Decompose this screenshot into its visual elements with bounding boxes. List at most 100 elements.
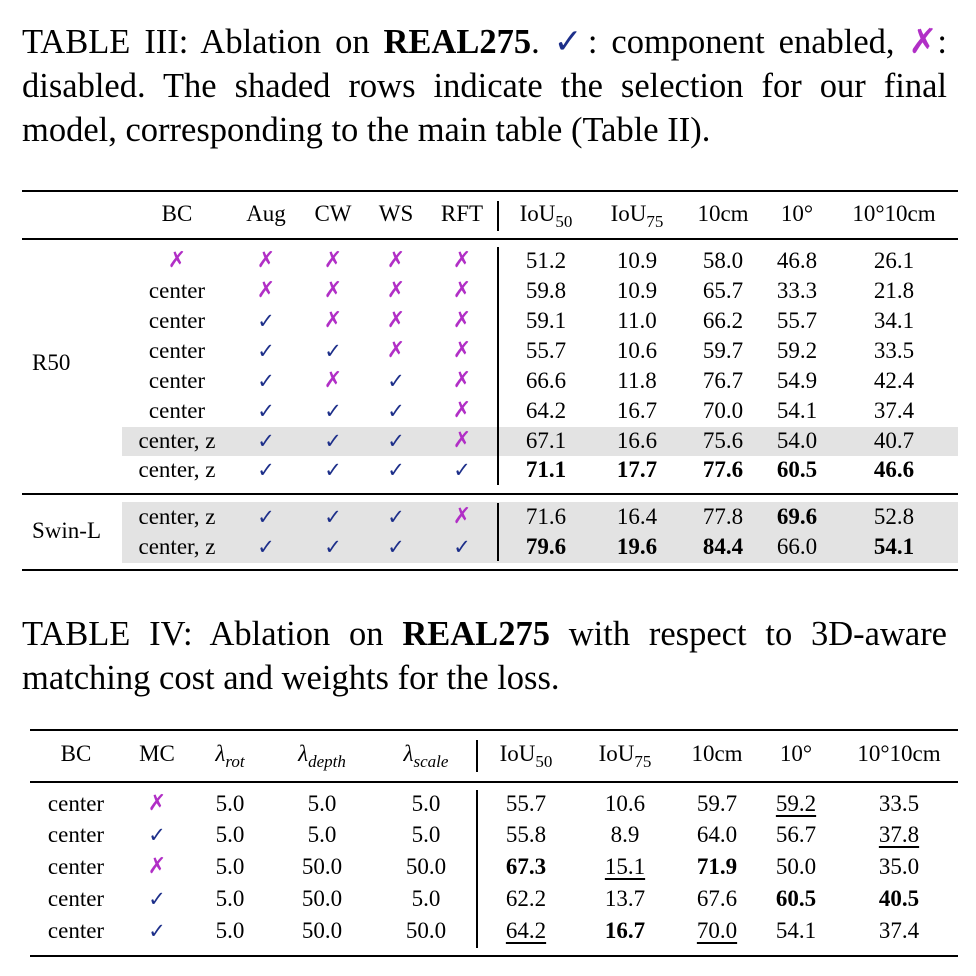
table4-row-1-deg10cm10: 37.8	[878, 822, 920, 847]
table4-header-10deg10cm: 10°10cm	[857, 741, 941, 766]
table4-header-10cm: 10cm	[691, 741, 743, 766]
table3-row-9-deg10cm10: 54.1	[873, 534, 915, 559]
cross-icon: ✗	[908, 22, 938, 62]
table3-row-2-bc: center	[148, 308, 206, 333]
table3-group-swin: Swin-L	[32, 518, 101, 543]
table4-header-lambda-scale-sub: scale	[413, 752, 449, 771]
table4-row-3-iou50: 62.2	[505, 886, 547, 911]
table3-row-6-cw: ✓	[324, 429, 342, 453]
table3-row-7-aug: ✓	[257, 458, 275, 482]
table3-header-ws: WS	[378, 201, 414, 226]
table3-row-4-deg10cm10: 42.4	[873, 368, 915, 393]
table4-header-bc: BC	[60, 741, 92, 766]
table3-row-4-cw: ✗	[323, 368, 343, 393]
table3-row-0-iou75: 10.9	[616, 248, 658, 273]
table4-row-4-mc: ✓	[148, 919, 166, 943]
table3-row-9-iou50: 79.6	[525, 534, 567, 559]
table3-row-6-iou75: 16.6	[616, 428, 658, 453]
table3-row-5-bc: center	[148, 398, 206, 423]
table3-row-6-ws: ✓	[387, 429, 405, 453]
table3-row-9-bc: center, z	[138, 534, 216, 559]
table3-row-2-iou75: 11.0	[617, 308, 657, 333]
table3-header-aug: Aug	[246, 201, 286, 226]
table4-vline-body	[476, 790, 478, 948]
table3-header-10cm: 10cm	[697, 201, 749, 226]
table4-vline-header	[476, 740, 478, 772]
table4-row-0-lrot: 5.0	[215, 791, 245, 816]
table3-row-8-cm10: 77.8	[702, 504, 744, 529]
table4-row-1-deg10: 56.7	[775, 822, 817, 847]
table4-row-1-lrot: 5.0	[215, 822, 245, 847]
table3-caption-dataset: REAL275	[383, 23, 532, 61]
table3-header-10deg: 10°	[780, 201, 814, 226]
table4-row-4-deg10cm10: 37.4	[878, 918, 920, 943]
table3-row-3-cm10: 59.7	[702, 338, 744, 363]
table4-caption-dataset: REAL275	[402, 615, 550, 653]
table3-row-3-bc: center	[148, 338, 206, 363]
table3-row-3-aug: ✓	[257, 339, 275, 363]
table3-row-6-deg10: 54.0	[776, 428, 818, 453]
table3-row-4-bc: center	[148, 368, 206, 393]
table4-row-4-cm10: 70.0	[696, 918, 738, 943]
table4-row-3-mc: ✓	[148, 887, 166, 911]
table3-row-7-iou75: 17.7	[616, 457, 658, 482]
table3-row-1-aug: ✗	[256, 278, 276, 303]
table3-row-0-cw: ✗	[323, 248, 343, 273]
table3-header-iou50-main: IoU	[519, 201, 556, 226]
table4-row-0-ldepth: 5.0	[307, 791, 337, 816]
table3-vline-header	[497, 201, 499, 231]
table3-header-rft: RFT	[440, 201, 484, 226]
table3-row-0-iou50: 51.2	[525, 248, 567, 273]
table3-row-0-deg10cm10: 26.1	[873, 248, 915, 273]
table3-bottom-rule	[22, 569, 958, 571]
table4-row-4-iou75: 16.7	[604, 918, 646, 943]
table4-row-4-deg10: 54.1	[775, 918, 817, 943]
table3-caption: TABLE III: Ablation on REAL275. ✓: compo…	[22, 20, 947, 152]
table4-header-lambda-rot-main: λ	[215, 741, 226, 766]
table3-row-8-rft: ✗	[452, 504, 472, 529]
table4-row-0-deg10: 59.2	[775, 791, 817, 816]
table4-row-2-deg10cm10: 35.0	[878, 854, 920, 879]
table3-row-6-bc: center, z	[138, 428, 216, 453]
table3-row-5-aug: ✓	[257, 399, 275, 423]
table4-row-0-mc: ✗	[147, 791, 167, 816]
table3-header-iou50: IoU50	[520, 199, 573, 231]
table3-row-9-cm10: 84.4	[702, 534, 744, 559]
table4-row-1-bc: center	[47, 822, 105, 847]
table3-group-r50: R50	[32, 350, 71, 375]
table4-header-iou75-sub: 75	[634, 752, 652, 771]
table3-caption-label: TABLE III: Ablation on	[22, 23, 384, 61]
table3-row-9-ws: ✓	[387, 535, 405, 559]
table4-row-3-lrot: 5.0	[215, 886, 245, 911]
table3-row-4-deg10: 54.9	[776, 368, 818, 393]
table4-row-2-bc: center	[47, 854, 105, 879]
table4-row-3-ldepth: 50.0	[301, 886, 343, 911]
table3-row-6-deg10cm10: 40.7	[873, 428, 915, 453]
table4-row-4-iou50: 64.2	[505, 918, 547, 943]
table4-row-2-ldepth: 50.0	[301, 854, 343, 879]
table4-caption-rest: with respect to 3D-aware matching cost a…	[22, 615, 947, 697]
table4-header-iou50: IoU50	[500, 739, 553, 771]
table3-row-4-ws: ✓	[387, 369, 405, 393]
table4-header-lambda-scale-main: λ	[403, 741, 414, 766]
table3-row-1-deg10: 33.3	[776, 278, 818, 303]
table3-row-8-deg10cm10: 52.8	[873, 504, 915, 529]
table3-row-9-aug: ✓	[257, 535, 275, 559]
table4-bottom-rule	[30, 955, 958, 957]
table4-header-lambda-rot: λrot	[215, 739, 244, 771]
table3-row-6-rft: ✗	[452, 428, 472, 453]
table3-header-rule	[22, 238, 958, 240]
table3-row-6-iou50: 67.1	[525, 428, 567, 453]
table3-row-9-cw: ✓	[324, 535, 342, 559]
table3-header-cw: CW	[314, 201, 352, 226]
table3-row-2-cm10: 66.2	[702, 308, 744, 333]
table3-row-1-iou50: 59.8	[525, 278, 567, 303]
table3-row-5-iou50: 64.2	[525, 398, 567, 423]
table4-row-3-iou75: 13.7	[604, 886, 646, 911]
table3-header-iou75-sub: 75	[646, 212, 664, 231]
table4-row-0-iou75: 10.6	[604, 791, 646, 816]
table3-row-2-aug: ✓	[257, 309, 275, 333]
table3-row-9-deg10: 66.0	[776, 534, 818, 559]
table3-row-1-ws: ✗	[386, 278, 406, 303]
table3-row-1-bc: center	[148, 278, 206, 303]
